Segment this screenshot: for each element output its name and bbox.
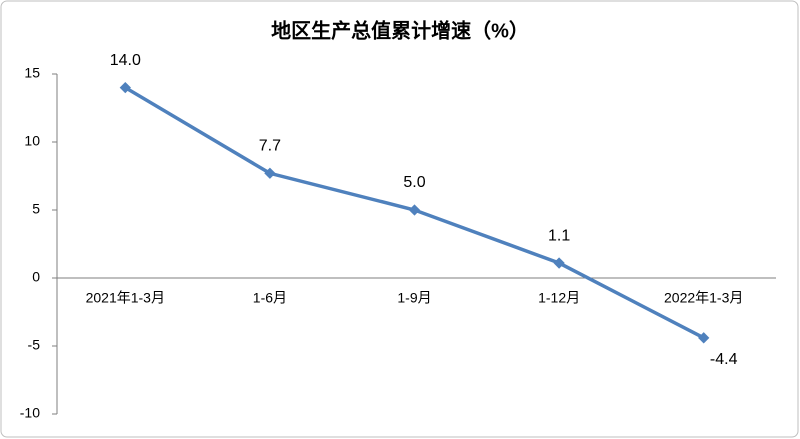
data-point: [264, 167, 276, 179]
x-tick-label: 2021年1-3月: [86, 290, 165, 306]
y-tick-label: 10: [24, 133, 40, 149]
data-point: [408, 204, 421, 216]
x-tick-label: 1-12月: [538, 290, 580, 306]
y-tick-label: 0: [32, 269, 40, 285]
data-point: [698, 332, 710, 344]
y-tick-label: -5: [28, 337, 41, 353]
chart-title: 地区生产总值累计增速（%）: [271, 18, 529, 42]
data-point: [553, 257, 565, 269]
value-label: 5.0: [403, 174, 425, 191]
value-label: 14.0: [110, 52, 141, 69]
value-label: 7.7: [259, 137, 281, 154]
x-tick-label: 2022年1-3月: [664, 290, 743, 306]
value-label: 1.1: [548, 227, 570, 244]
y-tick-label: 5: [32, 201, 40, 217]
x-tick-label: 1-6月: [253, 290, 287, 306]
x-tick-label: 1-9月: [397, 290, 431, 306]
y-tick-label: -10: [20, 405, 40, 421]
y-tick-label: 15: [24, 65, 40, 81]
value-label: -4.4: [710, 351, 738, 368]
